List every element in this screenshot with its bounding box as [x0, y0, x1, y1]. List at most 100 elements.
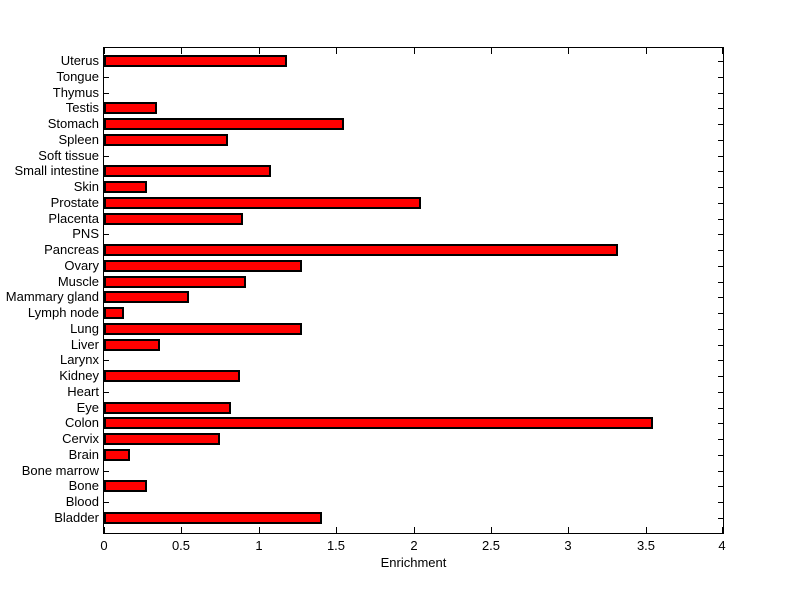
y-axis-tick-right — [718, 77, 723, 78]
y-axis-tick-right — [718, 61, 723, 62]
y-axis-tick-left — [104, 234, 109, 235]
bar — [104, 102, 157, 114]
y-axis-tick-label: Muscle — [57, 274, 99, 289]
y-axis-tick-label: Uterus — [60, 53, 99, 68]
y-axis-tick-label: Bladder — [54, 510, 99, 525]
y-axis-tick-label: Liver — [70, 337, 99, 352]
bar — [104, 55, 287, 67]
y-axis-tick-right — [718, 408, 723, 409]
y-axis-tick-label: Kidney — [59, 368, 99, 383]
x-axis-tick-label: 1 — [255, 538, 263, 553]
y-axis-tick-label: Bone — [68, 478, 99, 493]
y-axis-tick-right — [718, 140, 723, 141]
y-axis-tick-label: Cervix — [62, 431, 99, 446]
y-axis-tick-right — [718, 250, 723, 251]
y-axis-tick-left — [104, 471, 109, 472]
y-axis-tick-right — [718, 392, 723, 393]
bar — [104, 402, 231, 414]
bar — [104, 307, 124, 319]
y-axis-tick-right — [718, 439, 723, 440]
y-axis-tick-left — [104, 156, 109, 157]
y-axis-tick-label: Colon — [65, 415, 99, 430]
x-axis-tick-top — [414, 48, 415, 54]
y-axis-tick-right — [718, 282, 723, 283]
y-axis-tick-right — [718, 219, 723, 220]
x-axis-tick-bottom — [491, 527, 492, 533]
bar — [104, 276, 246, 288]
y-axis-tick-label: Ovary — [64, 258, 99, 273]
x-axis-tick-top — [259, 48, 260, 54]
bar — [104, 370, 240, 382]
y-axis-tick-right — [718, 234, 723, 235]
x-axis-tick-top — [722, 48, 723, 54]
y-axis-tick-left — [104, 502, 109, 503]
y-axis-tick-label: Prostate — [50, 195, 99, 210]
bar — [104, 433, 220, 445]
y-axis-tick-left — [104, 77, 109, 78]
y-axis-tick-right — [718, 297, 723, 298]
y-axis-tick-label: PNS — [72, 226, 99, 241]
y-axis-tick-right — [718, 423, 723, 424]
y-axis-tick-right — [718, 93, 723, 94]
y-axis-tick-label: Larynx — [59, 352, 99, 367]
y-axis-tick-label: Placenta — [48, 211, 99, 226]
y-axis-tick-right — [718, 187, 723, 188]
bar — [104, 260, 302, 272]
x-axis-tick-top — [104, 48, 105, 54]
bar — [104, 339, 160, 351]
x-axis-tick-bottom — [646, 527, 647, 533]
x-axis-tick-label: 3.5 — [636, 538, 656, 553]
bar — [104, 213, 243, 225]
y-axis-tick-right — [718, 486, 723, 487]
y-axis-tick-label: Small intestine — [14, 163, 99, 178]
x-axis-tick-bottom — [722, 527, 723, 533]
y-axis-tick-label: Pancreas — [44, 242, 99, 257]
x-axis-tick-label: 0.5 — [171, 538, 191, 553]
bar — [104, 512, 322, 524]
x-axis-tick-bottom — [336, 527, 337, 533]
y-axis-tick-label: Eye — [76, 400, 99, 415]
bar — [104, 134, 228, 146]
x-axis-tick-bottom — [181, 527, 182, 533]
y-axis-tick-right — [718, 518, 723, 519]
bar — [104, 165, 271, 177]
bar — [104, 323, 302, 335]
x-axis-tick-bottom — [259, 527, 260, 533]
y-axis-tick-right — [718, 345, 723, 346]
x-axis-tick-bottom — [414, 527, 415, 533]
y-axis-tick-right — [718, 266, 723, 267]
y-axis-tick-label: Tongue — [56, 69, 99, 84]
y-axis-tick-label: Thymus — [52, 85, 99, 100]
y-axis-tick-right — [718, 313, 723, 314]
bar — [104, 480, 147, 492]
y-axis-tick-right — [718, 171, 723, 172]
bar — [104, 449, 130, 461]
y-axis-tick-right — [718, 360, 723, 361]
y-axis-tick-label: Testis — [65, 100, 99, 115]
x-axis-tick-top — [568, 48, 569, 54]
y-axis-tick-label: Mammary gland — [5, 289, 99, 304]
bar — [104, 118, 344, 130]
y-axis-tick-left — [104, 360, 109, 361]
y-axis-tick-right — [718, 471, 723, 472]
x-axis-tick-label: 2 — [410, 538, 418, 553]
y-axis-tick-right — [718, 455, 723, 456]
y-axis-tick-label: Heart — [67, 384, 99, 399]
y-axis-tick-right — [718, 203, 723, 204]
x-axis-tick-label: 1.5 — [326, 538, 346, 553]
y-axis-tick-right — [718, 376, 723, 377]
x-axis-tick-top — [491, 48, 492, 54]
x-axis-tick-top — [181, 48, 182, 54]
plot-area — [103, 47, 724, 534]
y-axis-tick-right — [718, 329, 723, 330]
y-axis-tick-label: Lung — [70, 321, 99, 336]
bar — [104, 197, 421, 209]
y-axis-tick-label: Brain — [68, 447, 99, 462]
bar — [104, 181, 147, 193]
bar — [104, 244, 618, 256]
y-axis-tick-label: Spleen — [58, 132, 99, 147]
y-axis-tick-label: Blood — [65, 494, 99, 509]
y-axis-tick-right — [718, 124, 723, 125]
x-axis-title: Enrichment — [380, 555, 447, 570]
